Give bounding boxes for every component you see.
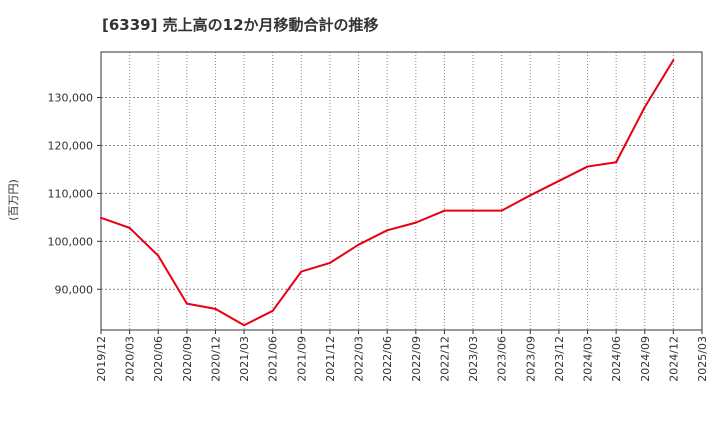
data-point: [100, 216, 102, 219]
data-point: [357, 243, 360, 246]
data-point: [243, 324, 246, 327]
y-tick-label: 90,000: [55, 283, 94, 296]
x-tick-label: 2022/12: [438, 336, 451, 382]
x-tick-label: 2020/09: [181, 336, 194, 382]
x-tick-label: 2021/09: [295, 336, 308, 382]
x-tick-label: 2024/12: [667, 336, 680, 382]
data-point: [214, 307, 217, 310]
x-tick-label: 2024/09: [639, 336, 652, 382]
series: [100, 59, 675, 327]
data-point: [328, 261, 331, 264]
y-tick-label: 100,000: [48, 235, 94, 248]
x-tick-label: 2024/06: [610, 336, 623, 382]
data-point: [672, 59, 675, 62]
x-tick-label: 2022/09: [410, 336, 423, 382]
x-tick-label: 2022/03: [353, 336, 366, 382]
x-tick-label: 2021/12: [324, 336, 337, 382]
x-tick-label: 2021/03: [238, 336, 251, 382]
data-point: [185, 302, 188, 305]
x-axis: 2019/12 2020/03 2020/06 2020/09 2020/12 2021/…: [95, 330, 709, 382]
data-point: [443, 209, 446, 212]
x-tick-label: 2023/06: [496, 336, 509, 382]
chart-title: [6339] 売上高の12か月移動合計の推移: [102, 16, 379, 34]
data-point: [586, 165, 589, 168]
x-tick-label: 2022/06: [381, 336, 394, 382]
x-tick-label: 2020/12: [209, 336, 222, 382]
x-tick-label: 2019/12: [95, 336, 108, 382]
plot-area-frame: [100, 51, 703, 331]
data-point: [128, 226, 131, 229]
series-line: [100, 59, 675, 327]
x-tick-label: 2024/03: [582, 336, 595, 382]
grid: [100, 52, 703, 330]
x-tick-label: 2020/06: [152, 336, 165, 382]
x-tick-label: 2020/03: [124, 336, 137, 382]
data-point: [643, 106, 646, 109]
data-point: [500, 209, 503, 212]
y-axis: 90,000 100,000 110,000 120,000 130,000: [48, 92, 101, 296]
data-point: [271, 309, 274, 312]
data-point: [529, 194, 532, 197]
x-tick-label: 2023/12: [553, 336, 566, 382]
data-point: [472, 209, 475, 212]
x-tick-label: 2023/09: [524, 336, 537, 382]
y-tick-label: 120,000: [48, 139, 94, 152]
y-axis-label: (百万円): [7, 179, 20, 221]
y-tick-label: 130,000: [48, 92, 94, 105]
data-point: [615, 161, 618, 164]
x-tick-label: 2021/06: [267, 336, 280, 382]
data-point: [386, 229, 389, 232]
x-tick-label: 2025/03: [696, 336, 709, 382]
data-point: [157, 254, 160, 257]
data-point: [300, 270, 303, 273]
y-tick-label: 110,000: [48, 187, 94, 200]
data-point: [414, 221, 417, 224]
x-tick-label: 2023/03: [467, 336, 480, 382]
data-point: [557, 179, 560, 182]
